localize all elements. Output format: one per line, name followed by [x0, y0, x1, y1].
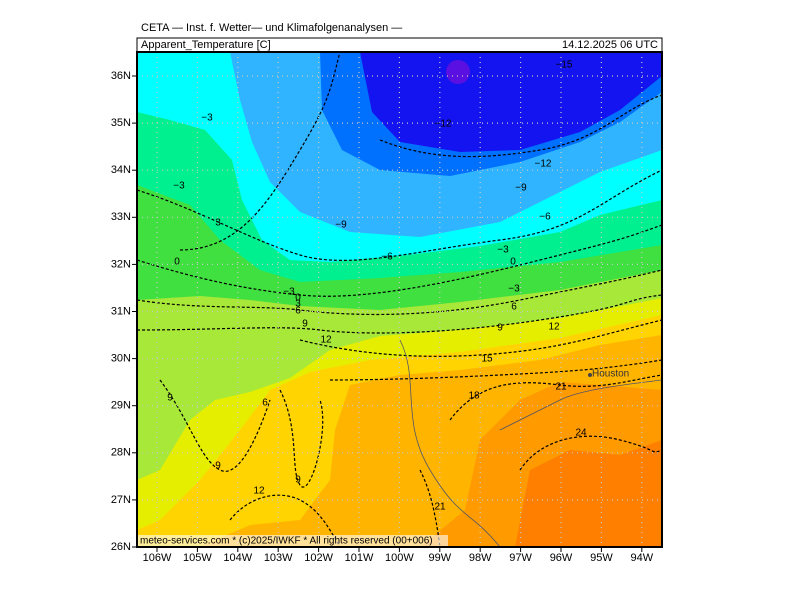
contour-label: 3 [295, 299, 301, 310]
contour-label: 0 [295, 293, 301, 304]
contour-label: 24 [575, 428, 587, 439]
lat-label: 27N [111, 494, 131, 506]
lat-label: 26N [111, 541, 131, 553]
lon-label: 103W [264, 552, 293, 564]
contour-label: 9 [302, 319, 308, 330]
lat-label: 28N [111, 447, 131, 459]
contour-label: 0 [174, 257, 180, 268]
contour-label: 9 [215, 461, 221, 472]
lon-label: 94W [630, 552, 653, 564]
lon-label: 101W [345, 552, 374, 564]
contour-label: 12 [548, 322, 560, 333]
lon-label: 102W [304, 552, 333, 564]
lon-label: 106W [143, 552, 172, 564]
contour-label: 9 [167, 393, 173, 404]
lat-label: 33N [111, 211, 131, 223]
contour-label: 12 [320, 335, 332, 346]
lat-label: 36N [111, 70, 131, 82]
contour-label: −9 [515, 183, 527, 194]
contour-label: 12 [253, 486, 265, 497]
lon-label: 96W [550, 552, 573, 564]
contour-label: 18 [468, 391, 480, 402]
contour-label: 21 [555, 382, 567, 393]
contour-label: 9 [497, 323, 503, 334]
contour-label: −3 [283, 287, 295, 298]
institute: CETA — Inst. f. Wetter— und Klimafolgena… [141, 22, 402, 34]
lon-label: 98W [469, 552, 492, 564]
contour-label: 6 [511, 302, 517, 313]
lat-label: 35N [111, 117, 131, 129]
footer-bg [138, 535, 448, 546]
lat-label: 34N [111, 164, 131, 176]
valid-time: 14.12.2025 06 UTC [562, 39, 658, 51]
lon-label: 97W [509, 552, 532, 564]
lon-label: 105W [183, 552, 212, 564]
contour-label: 6 [262, 398, 268, 409]
contour-label: −6 [381, 252, 393, 263]
temperature-field [137, 52, 662, 547]
contour-label: 9 [295, 475, 301, 486]
contour-label: 3 [215, 218, 221, 229]
lat-label: 31N [111, 305, 131, 317]
contour-label: −9 [335, 220, 347, 231]
contour-label: −12 [535, 159, 552, 170]
contour-label: 0 [510, 257, 516, 268]
contour-label: −3 [508, 284, 520, 295]
contour-label: 6 [295, 306, 301, 317]
contour-label: −6 [539, 212, 551, 223]
footer: meteo-services.com * (c)2025/IWKF * All … [140, 536, 433, 547]
lat-label: 29N [111, 400, 131, 412]
lat-label: 30N [111, 353, 131, 365]
lon-label: 95W [590, 552, 613, 564]
variable: Apparent_Temperature [C] [141, 39, 271, 51]
lat-label: 32N [111, 258, 131, 270]
lon-label: 100W [385, 552, 414, 564]
contour-label: −3 [497, 245, 509, 256]
city-label: Houston [592, 369, 629, 380]
lon-label: 99W [428, 552, 451, 564]
contour-label: 15 [481, 354, 493, 365]
contour-label: −3 [201, 113, 213, 124]
contour-label: −15 [556, 60, 573, 71]
contour-label: 21 [434, 502, 446, 513]
lon-label: 104W [223, 552, 252, 564]
contour-label: −3 [173, 181, 185, 192]
contour-label: −12 [435, 119, 452, 130]
